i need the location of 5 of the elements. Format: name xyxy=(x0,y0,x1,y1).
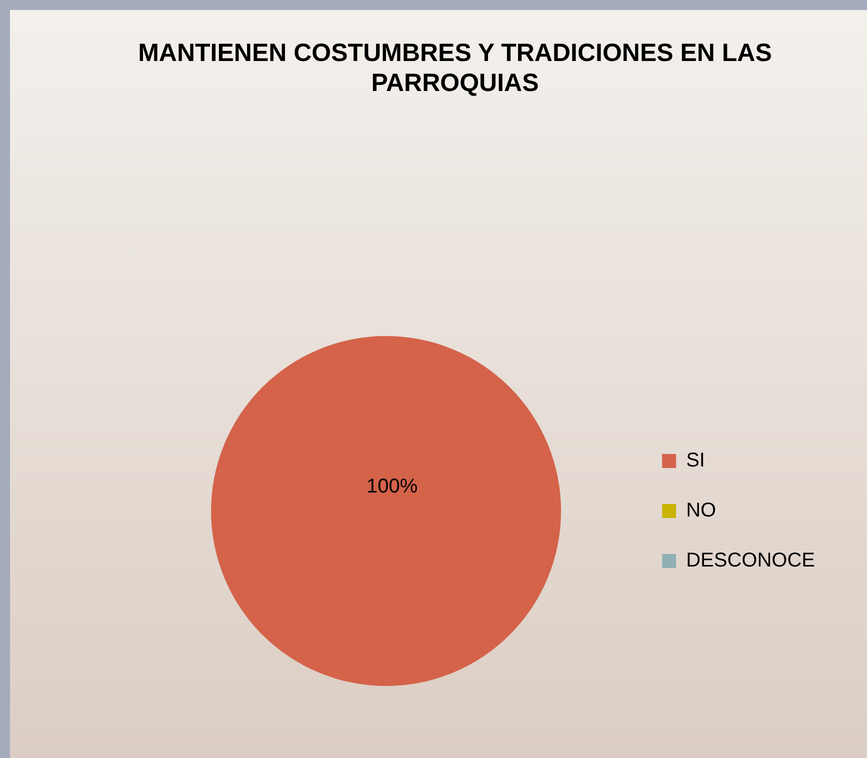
data-label: 100% xyxy=(366,476,418,498)
legend-label: NO xyxy=(686,500,716,522)
chart-title: MANTIENEN COSTUMBRES Y TRADICIONES EN LAS PARROQUIAS xyxy=(137,38,773,98)
legend-label: SI xyxy=(686,450,705,472)
legend-label: DESCONOCE xyxy=(686,550,815,572)
